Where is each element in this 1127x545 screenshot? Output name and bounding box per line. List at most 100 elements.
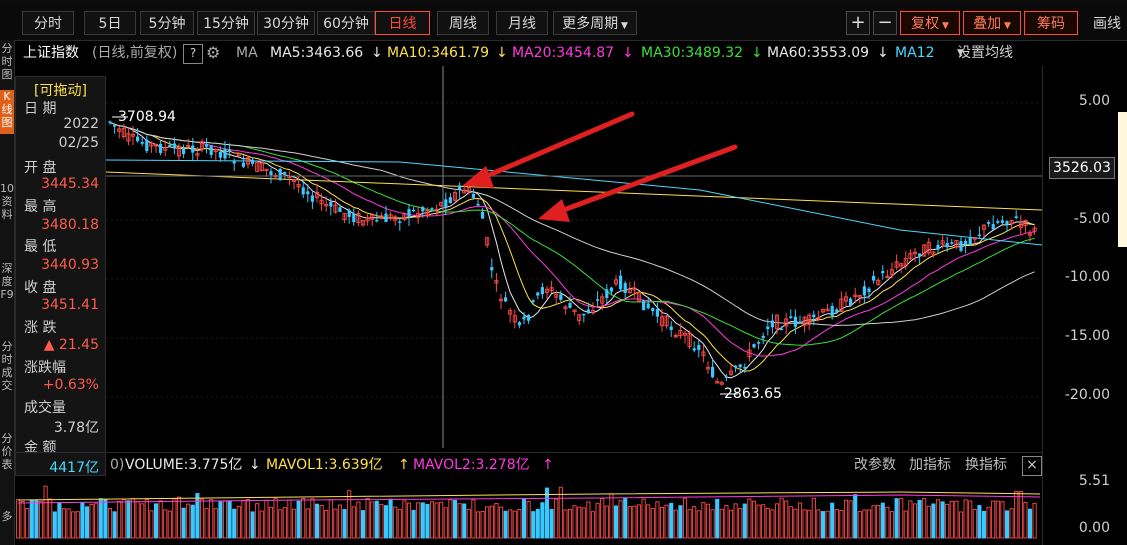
ma30-line [109,122,1035,346]
arrow-down-icon: ↓ [371,45,383,61]
close-value: 3451.41 [41,297,99,313]
candle-body [498,298,504,302]
side-tab-strip[interactable] [1118,112,1127,247]
volume-bar [926,505,931,539]
volume-bar [273,497,278,539]
high-value: 3480.18 [41,217,99,233]
ma20-line [109,122,1035,357]
period-monthly[interactable]: 月线 [496,11,548,35]
candle-body [605,289,609,299]
period-5min[interactable]: 5分钟 [140,11,194,35]
sidebar-item-fenshi[interactable]: 分时图 [1,42,13,81]
volume-bar [609,493,614,539]
candle-body [682,332,688,336]
period-60min[interactable]: 60分钟 [317,11,375,35]
volume-bar [222,500,228,539]
period-weekly[interactable]: 周线 [437,11,489,35]
volume-bar [816,509,821,539]
drag-label[interactable]: [可拖动] [34,83,87,99]
zoom-in-button[interactable]: + [846,11,870,35]
help-icon[interactable]: ? [183,44,203,64]
volume-bar [498,506,504,539]
period-5day[interactable]: 5日 [84,11,136,35]
volume-bar [425,503,430,539]
volume-bar [540,502,545,539]
volume-bar [420,502,425,539]
vol-axis-tick: 5.51 [1078,473,1110,489]
volume-bar [535,508,540,539]
volume-bar [319,504,324,539]
candle-body [504,297,508,302]
mavol2-label: MAVOL2:3.278亿 [413,457,530,473]
ma120-value: MA12 [895,45,935,61]
peak-label: 3708.94 [118,109,176,125]
sidebar-item-more[interactable]: 多 [1,510,13,523]
volume-bar [383,505,389,539]
date-value: 02/25 [58,135,99,151]
volume-bar [880,502,885,539]
zoom-out-button[interactable]: − [873,11,897,35]
volume-bar [517,509,522,539]
change-params-button[interactable]: 改参数 [854,457,896,473]
candle-body [352,213,356,223]
period-30min[interactable]: 30分钟 [257,11,315,35]
volume-bar [296,500,301,539]
volume-bar [613,505,619,539]
volume-bar [291,508,297,539]
sidebar-item-fenjia[interactable]: 分价表 [1,432,13,471]
close-icon[interactable]: × [1022,456,1042,476]
volume-bar [940,501,945,539]
period-daily[interactable]: 日线 [375,11,430,35]
candle-body [559,294,563,300]
switch-indicator-button[interactable]: 换指标 [965,457,1007,473]
diejia-dropdown[interactable]: 叠加 ▼ [963,11,1021,35]
volume-bar [328,499,333,539]
mavol1-line [17,491,1041,501]
volume-bar [765,507,770,539]
volume-bar [172,498,177,539]
fuquan-dropdown[interactable]: 复权 ▼ [900,11,960,35]
candle-body [766,326,770,330]
period-more-dropdown[interactable]: 更多周期 ▼ [553,11,637,35]
candle-body [627,288,632,294]
volume-bar [687,509,692,539]
candle-body [669,326,673,331]
chouma-button[interactable]: 筹码 [1024,11,1078,35]
candle-body [1014,216,1018,219]
add-indicator-button[interactable]: 加指标 [909,457,951,473]
candle-body [471,193,475,198]
period-fenshi[interactable]: 分时 [22,11,74,35]
sidebar-item-kline[interactable]: K线图 [0,90,14,134]
mavol1-label: MAVOL1:3.639亿 [266,457,383,473]
arrow-down-icon: ↓ [751,45,763,61]
ma250-line [105,171,1043,211]
candle-body [843,296,849,302]
candle-body [168,144,172,147]
candle-body [228,149,232,152]
candle-body [807,314,812,325]
candle-body [609,287,613,292]
sidebar-item-depth[interactable]: 深度F9 [0,262,14,301]
sidebar-item-fenshi-chengjiao[interactable]: 分时成交 [1,340,13,392]
candle-body [388,214,393,219]
volume-bar [659,506,665,539]
candle-info-panel[interactable]: [可拖动] 日 期 2022 02/25 开 盘 3445.34 最 高 348… [15,76,106,476]
candle-body [940,240,945,245]
candle-body [255,161,260,172]
volume-bar [508,509,513,539]
volume-bar [29,500,34,539]
gear-icon[interactable]: ⚙ [206,43,221,62]
candle-body [991,224,995,230]
huaxian-button[interactable]: 画线 [1084,11,1127,35]
volume-bar [282,507,287,539]
candle-body [264,168,269,172]
candle-body [1005,221,1009,226]
index-name: 上证指数 [23,45,79,61]
volume-bar [590,511,596,539]
volume-bar [931,503,936,539]
sidebar-item-ziliao[interactable]: 10资料 [0,182,14,221]
volume-bar [922,497,927,539]
candle-body [642,300,646,311]
volume-bar [195,493,200,539]
period-15min[interactable]: 15分钟 [197,11,255,35]
